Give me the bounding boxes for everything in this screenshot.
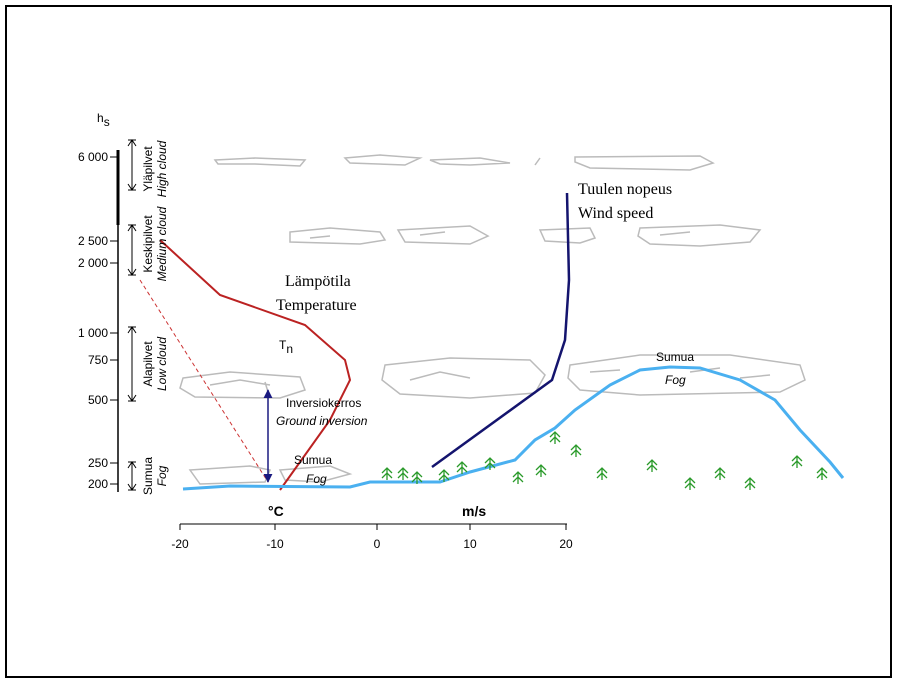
height-tick-label: 200 [88,477,108,491]
layer-brackets [127,139,137,491]
x-tick-label: -20 [171,537,189,551]
unit-right: m/s [462,503,486,519]
x-tick-label: -10 [266,537,284,551]
layer-en: Fog [155,465,169,486]
height-tick-label: 2 000 [78,256,108,270]
inversion-fi: Inversiokerros [286,396,361,410]
wind-en: Wind speed [578,205,653,222]
temperature-dashed [139,279,269,483]
fog-en: Fog [306,472,327,486]
wind-curve [431,192,571,469]
layer-fi: Keskipilvet [141,215,155,273]
fog-en: Fog [665,373,686,387]
layer-en: High cloud [155,140,169,197]
inversion-en: Ground inversion [276,414,368,428]
h-label: hs [97,111,110,129]
height-tick-label: 1 000 [78,326,108,340]
layer-en: Medium cloud [155,206,169,281]
x-tick-label: 10 [463,537,477,551]
temp-fi: Lämpötila [285,273,351,290]
wind-fi: Tuulen nopeus [578,181,672,198]
fog-line [182,365,845,491]
layer-en: Low cloud [155,337,169,391]
tn-label: Tn [279,338,293,356]
height-tick-label: 6 000 [78,150,108,164]
height-tick-label: 250 [88,456,108,470]
clouds [179,154,806,485]
temperature-curve [159,239,352,491]
temp-en: Temperature [276,297,357,314]
layer-fi: Alapilvet [141,341,155,387]
height-tick-label: 500 [88,393,108,407]
frame [5,5,892,678]
x-tick-label: 20 [559,537,573,551]
height-tick-label: 750 [88,353,108,367]
fog-fi: Sumua [294,453,332,467]
layer-fi: Yläpilvet [141,146,155,192]
height-tick-label: 2 500 [78,234,108,248]
layer-fi: Sumua [141,457,155,495]
fog-fi: Sumua [656,350,694,364]
unit-left: °C [268,503,284,519]
x-tick-label: 0 [374,537,381,551]
trees [381,431,828,491]
